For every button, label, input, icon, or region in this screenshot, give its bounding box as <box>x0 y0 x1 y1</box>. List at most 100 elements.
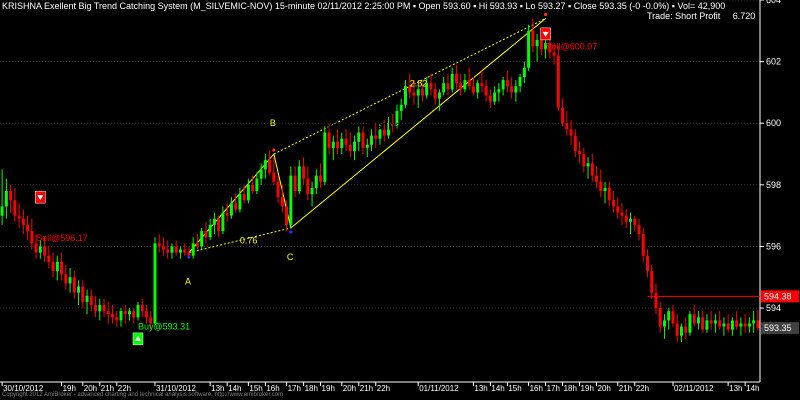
candle-body <box>106 311 110 315</box>
candle-body <box>174 246 178 253</box>
candle <box>238 187 242 213</box>
candle <box>353 135 357 161</box>
candle-body <box>429 83 433 90</box>
candle <box>675 314 679 342</box>
candle <box>272 157 276 185</box>
candle-body <box>115 317 119 321</box>
candle <box>501 77 505 96</box>
x-tick-label: 15h <box>508 384 521 393</box>
candle <box>395 104 399 130</box>
candle <box>21 209 25 235</box>
candle-body <box>348 144 352 151</box>
candle <box>89 289 93 312</box>
candle-body <box>603 187 607 191</box>
candle-body <box>395 110 399 127</box>
x-tick-label: 22h <box>377 384 390 393</box>
candle-body <box>548 43 552 53</box>
candle <box>30 218 34 250</box>
candle <box>505 70 509 93</box>
candle-body <box>187 252 191 256</box>
candle-body <box>374 135 378 139</box>
candle-body <box>675 323 679 336</box>
candle <box>408 73 412 99</box>
candle <box>590 154 594 182</box>
x-tick-label: 14h <box>228 384 241 393</box>
candle-body <box>514 86 518 93</box>
candle <box>293 166 297 198</box>
candle <box>599 169 603 198</box>
candle <box>484 80 488 102</box>
candle <box>624 209 628 228</box>
candle-body <box>136 304 140 318</box>
candle-body <box>9 191 13 201</box>
candle-body <box>654 292 658 309</box>
candle-body <box>234 203 238 210</box>
x-tick-label: 13h <box>211 384 224 393</box>
candle <box>688 311 692 336</box>
current-price-label: 593.35 <box>764 323 792 333</box>
candle-body <box>140 304 144 312</box>
candle <box>467 67 471 90</box>
candle <box>77 280 81 305</box>
chart-header: KRISHNA Exellent Big Trend Catching Syst… <box>2 1 726 11</box>
candle-body <box>357 132 361 142</box>
candle <box>743 314 747 333</box>
candle <box>132 308 136 324</box>
candle-body <box>378 129 382 139</box>
x-tick-label: 21h <box>101 384 114 393</box>
pattern-line-ac <box>188 227 291 254</box>
candle-body <box>607 187 611 201</box>
candle-body <box>191 243 195 256</box>
candle-body <box>412 92 416 96</box>
candle-body <box>408 86 412 93</box>
candle-body <box>629 218 632 222</box>
candle-body <box>599 181 603 191</box>
x-tick-label: 01/11/2012 <box>419 384 459 393</box>
candle <box>569 120 573 145</box>
x-tick-label: 17h <box>547 384 560 393</box>
candle-body <box>561 107 565 124</box>
candle-body <box>590 163 594 176</box>
candle <box>200 227 204 250</box>
candle-body <box>293 175 297 191</box>
candle <box>246 178 250 204</box>
candle <box>548 36 552 59</box>
candle-body <box>225 212 229 216</box>
candle <box>586 157 590 179</box>
y-tick-label-594: 594 <box>766 303 781 313</box>
candle-body <box>98 304 102 312</box>
candle <box>480 70 484 93</box>
candle <box>55 255 59 281</box>
candle <box>433 83 437 105</box>
candle-body <box>144 311 148 318</box>
candle-body <box>612 200 616 207</box>
candle-body <box>501 80 505 90</box>
candle-body <box>539 40 543 50</box>
candle <box>701 311 705 333</box>
x-tick-label: 18h <box>564 384 577 393</box>
candle <box>34 234 38 259</box>
candle-body <box>161 246 165 250</box>
candle <box>747 317 751 333</box>
candle-body <box>153 243 157 324</box>
candle-body <box>132 311 136 318</box>
candle <box>128 308 131 321</box>
candle-body <box>77 286 81 293</box>
candle-body <box>89 295 93 305</box>
candle <box>429 73 433 96</box>
sell-arrow-icon <box>540 27 551 41</box>
candle-body <box>573 135 577 151</box>
candle-body <box>446 83 450 90</box>
copyright-footer: Copyright 2012 AmiBroker - advanced char… <box>2 392 284 398</box>
candle-body <box>17 215 21 219</box>
candle-body <box>246 184 250 201</box>
y-tick-label-598: 598 <box>766 180 781 190</box>
candle <box>166 240 170 259</box>
candle <box>518 73 522 93</box>
candle <box>578 141 582 164</box>
candle <box>739 317 743 336</box>
candle-body <box>752 320 756 324</box>
candle-body <box>556 55 560 108</box>
candle <box>323 126 327 185</box>
